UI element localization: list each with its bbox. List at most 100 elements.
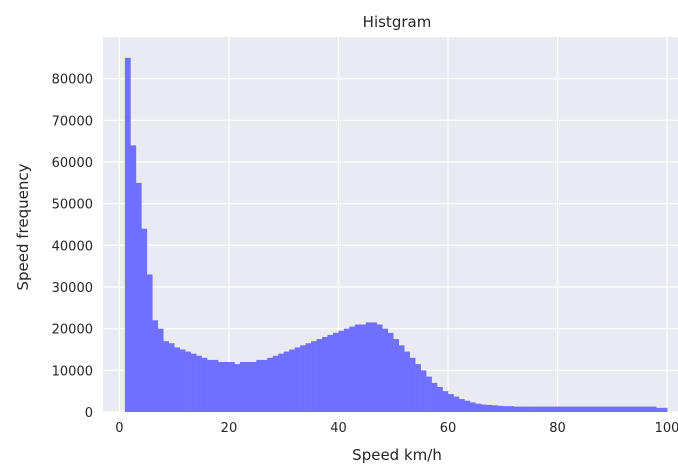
histogram-bar: [464, 400, 471, 412]
histogram-bar: [360, 324, 367, 412]
x-axis-label: Speed km/h: [352, 446, 442, 464]
histogram-bar: [311, 341, 317, 412]
histogram-bar: [486, 404, 493, 412]
histogram-bar: [420, 370, 427, 412]
histogram-bar: [557, 406, 564, 412]
histogram-bar: [223, 362, 230, 412]
histogram-bar: [376, 324, 383, 412]
histogram-bar: [502, 406, 509, 412]
histogram-bar: [398, 345, 405, 412]
histogram-bar: [453, 396, 460, 412]
histogram-bar: [541, 406, 547, 412]
histogram-bar: [327, 334, 334, 412]
histogram-bar: [218, 362, 224, 412]
histogram-bar: [524, 406, 531, 412]
histogram-bar: [650, 406, 657, 412]
histogram-bar: [568, 406, 575, 412]
histogram-bar: [338, 330, 345, 412]
y-tick-label: 80000: [52, 73, 93, 88]
y-tick-label: 0: [85, 406, 93, 421]
histogram-bar: [289, 349, 295, 412]
histogram-bar: [168, 343, 175, 412]
histogram-bar: [634, 406, 640, 412]
histogram-bar: [584, 406, 591, 412]
histogram-bar: [393, 339, 400, 412]
y-tick-label: 10000: [52, 364, 93, 379]
histogram-bar: [130, 145, 137, 413]
y-tick-label: 50000: [52, 198, 93, 213]
histogram-bar: [623, 406, 630, 412]
histogram-bar: [606, 406, 613, 412]
histogram-bar: [365, 322, 372, 412]
histogram-bar: [448, 394, 454, 412]
histogram-bar: [196, 355, 202, 412]
histogram-bar: [152, 320, 159, 412]
histogram-bar: [601, 406, 608, 412]
histogram-bars: [124, 57, 668, 413]
histogram-bar: [409, 357, 416, 412]
histogram-bar: [617, 406, 624, 412]
histogram-bar: [573, 406, 580, 412]
histogram-bar: [519, 406, 525, 412]
y-tick-label: 20000: [52, 323, 93, 338]
histogram-bar: [475, 403, 482, 412]
histogram-bar: [201, 357, 208, 412]
y-axis-label: Speed frequency: [14, 163, 32, 290]
x-tick-label: 80: [549, 421, 566, 436]
y-tick-label: 40000: [52, 239, 93, 254]
histogram-bar: [497, 405, 504, 412]
histogram-bar: [343, 328, 350, 412]
histogram-bar: [239, 362, 246, 412]
histogram-bar: [645, 406, 651, 412]
histogram-bar: [382, 328, 389, 412]
x-tick-label: 40: [330, 421, 347, 436]
y-tick-label: 60000: [52, 156, 93, 171]
histogram-bar: [661, 407, 668, 412]
histogram-bar: [283, 351, 290, 412]
histogram-bar: [333, 332, 339, 412]
histogram-bar: [639, 406, 646, 412]
histogram-bar: [530, 406, 536, 412]
histogram-bar: [256, 359, 263, 412]
histogram-bar: [267, 357, 274, 412]
y-tick-labels: 0 10000 20000 30000 40000 50000 60000 70000 8000…: [52, 73, 93, 421]
histogram-bar: [404, 351, 410, 412]
histogram-bar: [431, 382, 438, 412]
histogram-bar: [354, 324, 361, 412]
histogram-bar: [349, 326, 356, 412]
histogram-bar: [300, 345, 306, 412]
histogram-bar: [458, 399, 465, 412]
histogram-bar: [656, 407, 662, 412]
histogram-bar: [480, 404, 487, 412]
histogram-bar: [552, 406, 558, 412]
x-tick-label: 20: [221, 421, 238, 436]
histogram-bar: [316, 339, 323, 412]
y-tick-label: 30000: [52, 281, 93, 296]
y-tick-label: 70000: [52, 114, 93, 129]
x-tick-label: 0: [115, 421, 123, 436]
chart-title: Histgram: [363, 13, 432, 31]
histogram-bar: [305, 343, 312, 412]
histogram-bar: [546, 406, 553, 412]
histogram-bar: [442, 391, 449, 412]
histogram-bar: [612, 406, 619, 412]
histogram-bar: [174, 347, 180, 412]
x-tick-label: 100: [655, 421, 678, 436]
histogram-bar: [426, 376, 432, 412]
x-tick-labels: 0 20 40 60 80 100: [115, 421, 678, 436]
histogram-bar: [228, 362, 235, 412]
histogram-bar: [579, 406, 586, 412]
histogram-bar: [628, 406, 635, 412]
histogram-bar: [508, 406, 515, 412]
histogram-bar: [157, 328, 164, 412]
histogram-bar: [190, 353, 197, 412]
histogram-bar: [146, 274, 153, 412]
histogram-bar: [437, 387, 443, 412]
histogram-bar: [595, 406, 602, 412]
x-tick-label: 60: [440, 421, 457, 436]
histogram-bar: [387, 332, 394, 412]
histogram-bar: [491, 405, 498, 412]
histogram-bar: [590, 406, 597, 412]
histogram-bar: [163, 341, 170, 412]
